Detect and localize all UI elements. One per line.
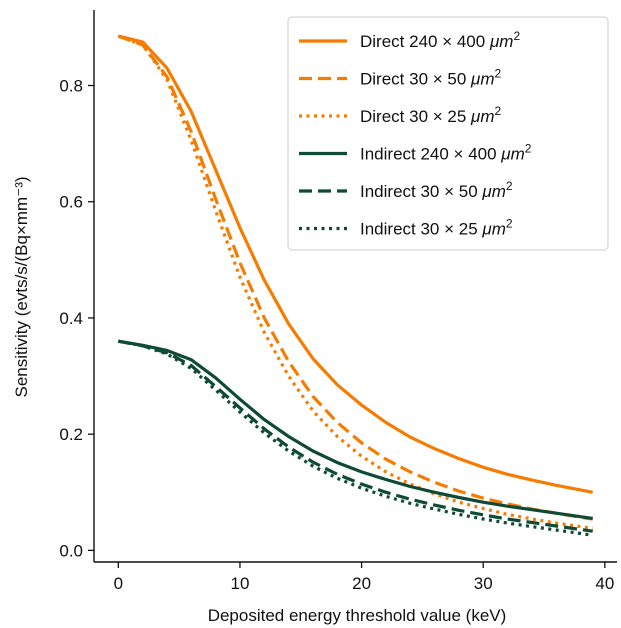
x-tick-label: 30 <box>474 574 493 593</box>
ticks-layer: 0 10 20 30 40 0.0 0.2 0.4 0.6 0.8 <box>59 77 614 593</box>
legend-label-2: Direct 30 × 50 μm2 <box>360 67 502 89</box>
series-line-1 <box>117 34 594 494</box>
legend-label-4: Indirect 240 × 400 μm2 <box>360 142 532 164</box>
y-axis-label: Sensitivity (evts/s/(Bq×mm⁻³) <box>12 176 31 397</box>
series-line-4 <box>118 339 593 520</box>
series-layer <box>117 34 594 537</box>
legend: Direct 240 × 400 μm2 Direct 30 × 50 μm2 Di… <box>287 16 609 251</box>
x-tick-label: 40 <box>595 574 614 593</box>
legend-label-3: Direct 30 × 25 μm2 <box>360 104 502 126</box>
legend-label-6: Indirect 30 × 25 μm2 <box>360 217 513 239</box>
legend-label-1: Direct 240 × 400 μm2 <box>360 29 520 51</box>
y-tick-label: 0.4 <box>59 309 83 328</box>
legend-label-5: Indirect 30 × 50 μm2 <box>360 179 513 201</box>
x-tick-label: 10 <box>230 574 249 593</box>
axes-layer <box>93 10 617 563</box>
x-tick-label: 0 <box>114 574 123 593</box>
legend-box <box>287 16 609 251</box>
series-line-5 <box>118 339 593 533</box>
series-line-2 <box>117 34 593 521</box>
y-tick-label: 0.8 <box>59 77 83 96</box>
y-tick-label: 0.6 <box>59 193 83 212</box>
x-tick-label: 20 <box>352 574 371 593</box>
series-line-3 <box>117 34 593 530</box>
y-tick-label: 0.2 <box>59 425 83 444</box>
x-axis-label: Deposited energy threshold value (keV) <box>208 606 507 625</box>
y-tick-label: 0.0 <box>59 541 83 560</box>
